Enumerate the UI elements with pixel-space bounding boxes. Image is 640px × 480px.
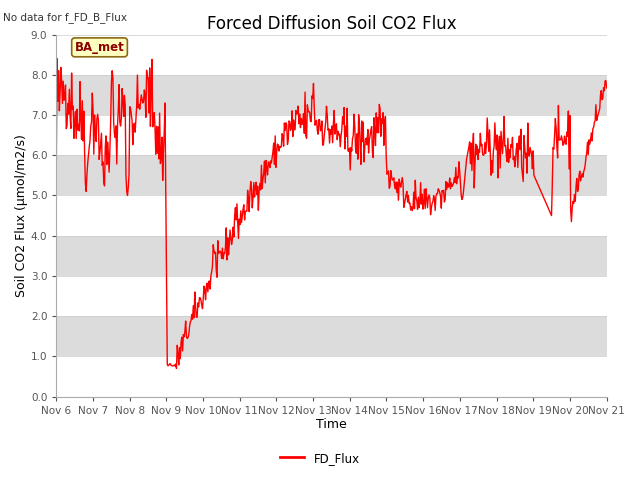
Legend: FD_Flux: FD_Flux	[276, 447, 364, 469]
Bar	[56, 236, 607, 276]
Bar	[56, 75, 607, 115]
Y-axis label: Soil CO2 Flux (μmol/m2/s): Soil CO2 Flux (μmol/m2/s)	[15, 134, 28, 297]
Bar	[56, 155, 607, 195]
Text: No data for f_FD_B_Flux: No data for f_FD_B_Flux	[3, 12, 127, 23]
Bar	[56, 316, 607, 356]
Text: BA_met: BA_met	[75, 41, 124, 54]
Title: Forced Diffusion Soil CO2 Flux: Forced Diffusion Soil CO2 Flux	[207, 15, 456, 33]
X-axis label: Time: Time	[316, 419, 347, 432]
